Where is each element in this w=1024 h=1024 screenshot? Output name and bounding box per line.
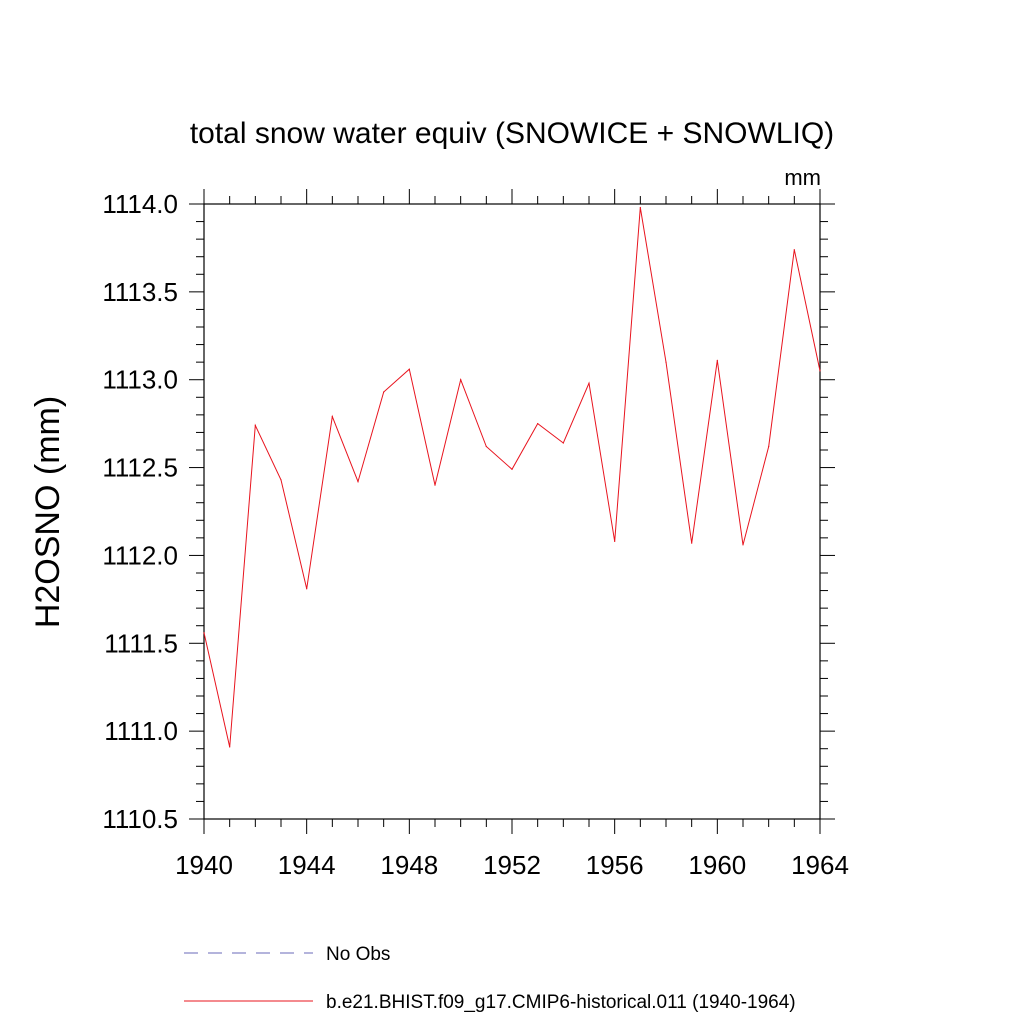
data-point bbox=[665, 361, 667, 363]
data-point bbox=[434, 484, 436, 486]
data-point bbox=[716, 359, 718, 361]
x-tick-label: 1948 bbox=[380, 850, 438, 880]
y-tick-label: 1112.0 bbox=[102, 540, 178, 570]
plot-axes: 1940 1944 1948 1952 1956 1960 1964 1110.5 1111.0… bbox=[102, 189, 849, 880]
data-point bbox=[793, 249, 795, 251]
data-point bbox=[203, 632, 205, 634]
data-point bbox=[306, 588, 308, 590]
x-tick-label: 1952 bbox=[483, 850, 541, 880]
y-tick-label: 1113.0 bbox=[102, 365, 178, 395]
x-tick-label: 1940 bbox=[175, 850, 233, 880]
legend: No Obs b.e21.BHIST.f09_g17.CMIP6-historic… bbox=[184, 944, 796, 1013]
x-tick-label: 1960 bbox=[688, 850, 746, 880]
data-point bbox=[639, 206, 641, 209]
data-point bbox=[742, 544, 744, 546]
data-point bbox=[614, 540, 616, 542]
data-point bbox=[254, 424, 256, 426]
data-point bbox=[460, 379, 462, 381]
data-point bbox=[280, 479, 282, 481]
series-layer bbox=[203, 206, 821, 748]
y-tick-label: 1112.5 bbox=[102, 453, 178, 483]
data-point bbox=[485, 445, 487, 448]
data-point bbox=[562, 442, 564, 444]
x-tick-label: 1944 bbox=[278, 850, 336, 880]
legend-label: No Obs bbox=[326, 944, 390, 965]
x-tick-label: 1956 bbox=[586, 850, 644, 880]
x-tick-label: 1964 bbox=[791, 850, 849, 880]
units-label: mm bbox=[784, 165, 821, 190]
y-axis-label: H2OSNO (mm) bbox=[29, 396, 67, 628]
data-point bbox=[691, 542, 693, 544]
data-point bbox=[383, 391, 385, 393]
data-point bbox=[229, 746, 231, 748]
y-tick-label: 1114.0 bbox=[102, 189, 178, 219]
y-tick-label: 1113.5 bbox=[102, 277, 178, 307]
plot-frame bbox=[203, 203, 821, 820]
legend-label: b.e21.BHIST.f09_g17.CMIP6-historical.011… bbox=[326, 992, 796, 1013]
series-line bbox=[203, 207, 821, 748]
data-point bbox=[511, 468, 513, 470]
data-point bbox=[537, 423, 539, 425]
y-tick-label: 1110.5 bbox=[102, 804, 178, 834]
data-point bbox=[357, 481, 359, 483]
y-tick-label: 1111.5 bbox=[104, 628, 178, 658]
data-point bbox=[408, 368, 410, 370]
data-point bbox=[768, 445, 770, 448]
y-tick-label: 1111.0 bbox=[104, 716, 178, 746]
data-point bbox=[819, 370, 821, 372]
data-point bbox=[588, 382, 590, 384]
data-point bbox=[331, 416, 333, 418]
chart-title: total snow water equiv (SNOWICE + SNOWLI… bbox=[190, 117, 834, 150]
